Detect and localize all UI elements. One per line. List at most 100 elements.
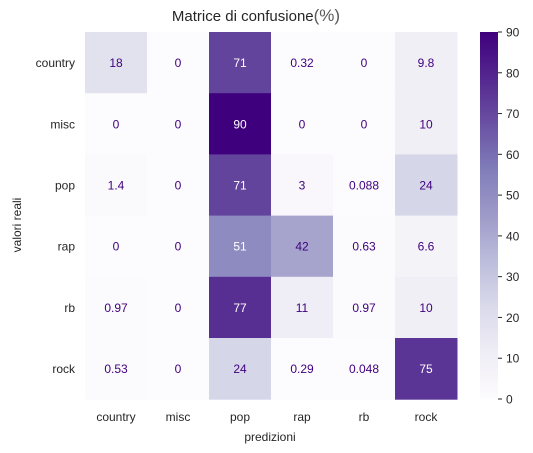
cell-value-label: 11 [296,301,309,315]
cell-value-label: 77 [233,301,247,315]
heatmap-cell-rap-country [85,215,148,278]
heatmap-cell-rb-pop [209,276,272,339]
heatmap-cell-pop-rock [395,154,458,217]
heatmap-cell-pop-rap [271,154,334,217]
heatmap-cell-country-country [85,32,148,94]
cell-value-label: 90 [233,117,247,131]
cell-value-label: 42 [295,240,309,254]
cell-value-label: 18 [109,56,123,70]
colorbar-tick-label: 0 [506,393,513,407]
y-tick-label: misc [50,117,75,131]
colorbar-tick-label: 50 [506,189,520,203]
cell-value-label: 0 [361,56,368,70]
cell-value-label: 0 [175,179,182,193]
heatmap-cell-rock-rock [395,338,458,400]
heatmap-cell-pop-country [85,154,148,217]
x-tick-label: rap [293,410,311,424]
cell-value-label: 0.97 [352,301,376,315]
cell-value-label: 71 [233,179,247,193]
heatmap-cell-rap-rap [271,215,334,278]
cell-value-label: 0.048 [349,362,379,376]
colorbar-tick-label: 30 [506,270,520,284]
colorbar-tick-label: 70 [506,107,520,121]
cell-value-label: 0 [175,56,182,70]
heatmap-cell-misc-rock [395,93,458,155]
cell-value-label: 0 [361,117,368,131]
cell-value-label: 0.63 [352,240,376,254]
colorbar-tick-label: 20 [506,311,520,325]
colorbar-tick-label: 80 [506,66,520,80]
heatmap-cell-rock-pop [209,338,272,400]
cell-value-label: 0.088 [349,179,379,193]
colorbar-tick-label: 90 [506,26,520,40]
colorbar-tick-label: 10 [506,352,520,366]
cell-value-label: 0 [113,240,120,254]
heatmap-cell-rock-country [85,338,148,400]
cell-value-label: 10 [419,117,433,131]
cell-value-label: 0.97 [104,301,128,315]
y-tick-label: pop [55,179,75,193]
x-axis-label: predizioni [244,430,295,444]
colorbar-ticks: 0 10 20 30 40 50 60 70 80 90 [498,26,520,407]
cell-value-label: 51 [233,240,247,254]
heatmap-cell-rock-misc [147,338,210,400]
cell-value-label: 0 [113,117,120,131]
y-tick-label: rap [58,240,76,254]
cell-value-label: 9.8 [418,56,435,70]
heatmap-cell-misc-rap [271,93,334,155]
heatmap-cell-pop-rb [333,154,396,217]
cell-value-label: 24 [419,179,433,193]
cell-value-label: 0 [175,362,182,376]
heatmap-cell-country-rap [271,32,334,94]
cell-value-label: 75 [419,362,433,376]
cell-value-label: 0.53 [104,362,128,376]
heatmap-cell-rock-rap [271,338,334,400]
x-tick-label: country [96,410,135,424]
cell-value-label: 24 [233,362,247,376]
y-axis-ticks: country misc pop rap rb rock [36,56,76,376]
x-tick-label: misc [166,410,191,424]
heatmap-cell-rb-rap [271,276,334,339]
y-tick-label: rb [64,301,75,315]
cell-value-label: 0 [175,240,182,254]
heatmap-cell-country-misc [147,32,210,94]
heatmap-cell-pop-misc [147,154,210,217]
cell-value-label: 0.32 [290,56,314,70]
chart-title: Matrice di confusione(%) [172,6,340,25]
heatmap-cell-misc-pop [209,93,272,155]
y-tick-label: rock [52,362,76,376]
cell-value-label: 3 [299,179,306,193]
heatmap-cell-pop-pop [209,154,272,217]
heatmap-cells: 18 0 71 0.32 0 9.8 0 0 90 0 0 10 1.4 0 71 3 0.088 24 0 0 51 4… [85,32,458,400]
y-tick-label: country [36,56,75,70]
x-tick-label: rock [415,410,439,424]
heatmap-cell-rap-misc [147,215,210,278]
heatmap-cell-rb-rb [333,276,396,339]
heatmap-cell-country-rock [395,32,458,94]
cell-value-label: 1.4 [108,179,125,193]
colorbar-tick-label: 60 [506,148,520,162]
cell-value-label: 0 [175,117,182,131]
colorbar [480,32,498,399]
heatmap-cell-misc-rb [333,93,396,155]
heatmap-cell-rb-rock [395,276,458,339]
cell-value-label: 10 [419,301,433,315]
cell-value-label: 71 [233,56,247,70]
cell-value-label: 0.29 [290,362,314,376]
cell-value-label: 0 [175,301,182,315]
x-axis-ticks: country misc pop rap rb rock [96,410,438,424]
heatmap-cell-country-pop [209,32,272,94]
heatmap-cell-country-rb [333,32,396,94]
heatmap-cell-rap-pop [209,215,272,278]
x-tick-label: pop [230,410,250,424]
colorbar-tick-label: 40 [506,229,520,243]
heatmap-cell-misc-misc [147,93,210,155]
cell-value-label: 0 [299,117,306,131]
cell-value-label: 6.6 [418,240,435,254]
heatmap-cell-rb-misc [147,276,210,339]
y-axis-label: valori reali [10,198,24,253]
x-tick-label: rb [359,410,370,424]
heatmap-cell-rap-rock [395,215,458,278]
